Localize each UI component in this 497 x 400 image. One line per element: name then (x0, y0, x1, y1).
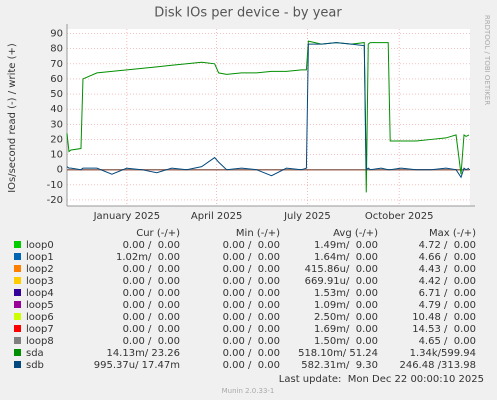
y-tick-label: 20 (50, 134, 63, 145)
x-tick-label: January 2025 (93, 211, 161, 222)
legend-stat: 2.50m/ 0.00 (314, 312, 378, 323)
chart-title: Disk IOs per device - by year (154, 6, 342, 21)
y-tick-label: -20 (47, 195, 63, 206)
legend-name: loop1 (26, 252, 54, 263)
legend-name: loop7 (26, 324, 54, 335)
y-tick-label: -10 (47, 180, 63, 191)
plot-area (67, 29, 470, 206)
legend-stat: 0.00 / 0.00 (223, 252, 280, 263)
footer: Last update: Mon Dec 22 00:00:10 2025 (279, 374, 484, 385)
legend-stat: 0.00 / 0.00 (223, 240, 280, 251)
legend-stat: 0.00 / 0.00 (223, 336, 280, 347)
legend-stat: 4.66 / 0.00 (419, 252, 476, 263)
legend-name: loop0 (26, 240, 54, 251)
legend-stat: 4.42 / 0.00 (419, 276, 476, 287)
legend-name: loop8 (26, 336, 54, 347)
series-line (66, 42, 470, 179)
legend-swatch (14, 325, 21, 332)
legend-swatch (14, 253, 21, 260)
series-line (66, 40, 470, 193)
legend-stat: 1.34k/599.94 (410, 348, 476, 359)
legend-stat: 4.65 / 0.00 (419, 336, 476, 347)
legend-stat: 4.79 / 0.00 (419, 300, 476, 311)
legend-stat: 1.09m/ 0.00 (314, 300, 378, 311)
legend-name: loop2 (26, 264, 54, 275)
legend-header: Min (-/+) (236, 228, 280, 239)
legend-stat: 0.00 / 0.00 (123, 324, 180, 335)
legend-name: loop5 (26, 300, 54, 311)
legend-stat: 415.86u/ 0.00 (305, 264, 378, 275)
legend-stat: 4.43 / 0.00 (419, 264, 476, 275)
side-label: RRDTOOL / TOBI OETIKER (483, 15, 491, 105)
legend-swatch (14, 301, 21, 308)
legend-stat: 0.00 / 0.00 (223, 300, 280, 311)
y-tick-label: 70 (50, 59, 63, 70)
legend-name: sda (26, 348, 44, 359)
legend-stat: 1.49m/ 0.00 (314, 240, 378, 251)
y-tick-label: 10 (50, 150, 63, 161)
y-tick-label: 90 (50, 29, 63, 40)
legend-stat: 582.31m/ 9.30 (301, 360, 378, 371)
legend-stat: 0.00 / 0.00 (123, 288, 180, 299)
legend-stat: 10.48 / 0.00 (412, 312, 476, 323)
legend-stat: 1.53m/ 0.00 (314, 288, 378, 299)
y-tick-label: 60 (50, 74, 63, 85)
legend-swatch (14, 313, 21, 320)
x-tick-label: October 2025 (365, 211, 434, 222)
legend-swatch (14, 265, 21, 272)
legend-stat: 0.00 / 0.00 (223, 264, 280, 275)
legend-stat: 0.00 / 0.00 (223, 324, 280, 335)
legend-stat: 0.00 / 0.00 (223, 312, 280, 323)
y-tick-label: 80 (50, 44, 63, 55)
legend-stat: 14.13m/ 23.26 (106, 348, 180, 359)
legend-stat: 4.72 / 0.00 (419, 240, 476, 251)
y-tick-label: 30 (50, 119, 63, 130)
legend-stat: 0.00 / 0.00 (123, 312, 180, 323)
legend-stat: 1.50m/ 0.00 (314, 336, 378, 347)
version: Munin 2.0.33-1 (222, 387, 275, 395)
y-tick-label: 0 (57, 165, 63, 176)
legend-name: loop4 (26, 288, 54, 299)
legend-swatch (14, 361, 21, 368)
legend-stat: 1.64m/ 0.00 (314, 252, 378, 263)
legend-name: loop6 (26, 312, 54, 323)
legend-stat: 0.00 / 0.00 (223, 360, 280, 371)
legend-header: Avg (-/+) (333, 228, 378, 239)
legend-swatch (14, 337, 21, 344)
legend-stat: 518.10m/ 51.24 (298, 348, 378, 359)
legend-stat: 995.37u/ 17.47m (94, 360, 180, 371)
x-tick-label: April 2025 (191, 211, 242, 222)
legend-name: sdb (26, 360, 44, 371)
legend-header: Cur (-/+) (136, 228, 180, 239)
legend-stat: 0.00 / 0.00 (223, 276, 280, 287)
legend-stat: 1.02m/ 0.00 (116, 252, 180, 263)
legend-swatch (14, 289, 21, 296)
legend-stat: 0.00 / 0.00 (123, 240, 180, 251)
y-axis-label: IOs/second read (-) / write (+) (7, 43, 18, 193)
legend-header: Max (-/+) (429, 228, 476, 239)
legend-stat: 1.69m/ 0.00 (314, 324, 378, 335)
legend-stat: 0.00 / 0.00 (123, 276, 180, 287)
legend-stat: 246.48 /313.98 (399, 360, 476, 371)
legend-stat: 14.53 / 0.00 (412, 324, 476, 335)
legend-stat: 6.71 / 0.00 (419, 288, 476, 299)
legend-swatch (14, 349, 21, 356)
legend-swatch (14, 277, 21, 284)
legend-stat: 0.00 / 0.00 (123, 300, 180, 311)
legend-stat: 0.00 / 0.00 (223, 288, 280, 299)
legend-name: loop3 (26, 276, 54, 287)
legend-swatch (14, 241, 21, 248)
y-tick-label: 50 (50, 89, 63, 100)
x-tick-label: July 2025 (283, 211, 331, 222)
legend-stat: 0.00 / 0.00 (123, 336, 180, 347)
legend-stat: 0.00 / 0.00 (123, 264, 180, 275)
legend-stat: 0.00 / 0.00 (223, 348, 280, 359)
legend-stat: 669.91u/ 0.00 (305, 276, 378, 287)
y-tick-label: 40 (50, 104, 63, 115)
